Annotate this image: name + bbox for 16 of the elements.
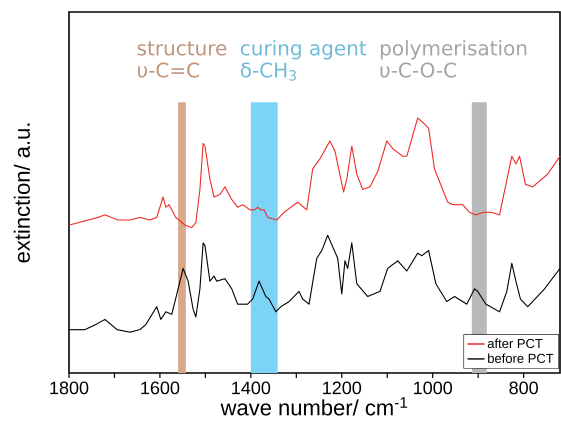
x-tick-label: 1400 bbox=[232, 382, 270, 394]
y-axis-title: extinction/ a.u. bbox=[14, 124, 30, 262]
x-axis-title: wave number/ cm$^{-1}$ bbox=[220, 397, 408, 416]
band-label: curing agent bbox=[240, 40, 366, 60]
text: δ-CH$_{3}$ bbox=[240, 62, 296, 81]
x-tick-label: 800 bbox=[509, 382, 538, 394]
text: υ-C-O-C bbox=[380, 62, 456, 78]
band-label: polymerisation bbox=[380, 40, 526, 60]
band-label: structure bbox=[138, 41, 226, 56]
legend-label: before PCT bbox=[488, 353, 554, 363]
x-tick-label: 1200 bbox=[323, 382, 362, 394]
x-tick-label: 1000 bbox=[414, 382, 452, 394]
legend-label: after PCT bbox=[488, 338, 543, 348]
text: υ-C=C bbox=[138, 62, 199, 78]
x-tick-label: 1800 bbox=[50, 382, 88, 394]
x-tick-label: 1600 bbox=[141, 382, 180, 394]
